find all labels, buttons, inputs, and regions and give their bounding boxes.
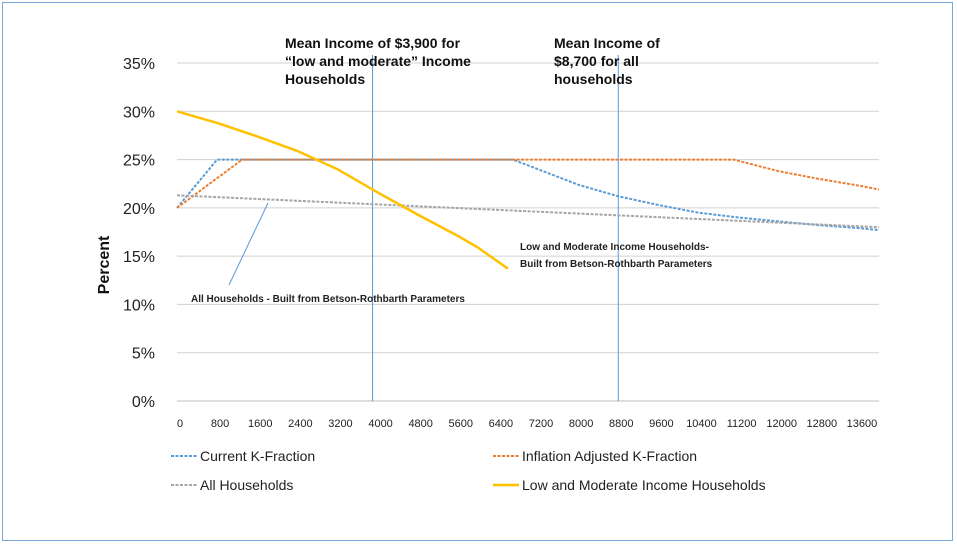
annotation-line: $8,700 for all (554, 53, 639, 69)
annotation-line: All Households - Built from Betson-Rothb… (191, 294, 465, 305)
annotation-low-moderate-series: Low and Moderate Income Households- Buil… (520, 242, 713, 270)
annotation-line: Low and Moderate Income Households- (520, 242, 709, 253)
y-tick-label: 5% (132, 346, 155, 363)
y-tick-label: 0% (132, 394, 155, 411)
x-tick-label: 1600 (248, 418, 272, 430)
annotation-all-households-series: All Households - Built from Betson-Rothb… (191, 202, 465, 305)
legend-label: Current K-Fraction (200, 448, 315, 464)
annotation-line: Mean Income of (554, 35, 660, 51)
series-lines (176, 110, 880, 270)
annotation-mean-income-all: Mean Income of $8,700 for all households (554, 35, 660, 87)
y-tick-label: 15% (123, 249, 155, 266)
x-tick-label: 13600 (847, 418, 878, 430)
legend-item-low-moderate: Low and Moderate Income Households (493, 477, 766, 493)
x-axis-ticks: 0 800 1600 2400 3200 4000 4800 5600 6400 7200 8000… (177, 418, 877, 430)
y-tick-label: 30% (123, 104, 155, 121)
x-tick-label: 4800 (408, 418, 432, 430)
x-tick-label: 0 (177, 418, 183, 430)
annotation-mean-income-low-moderate: Mean Income of $3,900 for “low and moder… (285, 35, 471, 87)
y-tick-label: 35% (123, 56, 155, 73)
x-tick-label: 8800 (609, 418, 633, 430)
y-tick-label: 20% (123, 201, 155, 218)
x-tick-label: 8000 (569, 418, 593, 430)
x-tick-label: 11200 (727, 418, 757, 430)
annotation-line: Households (285, 71, 365, 87)
legend-item-inflation-adjusted: Inflation Adjusted K-Fraction (493, 448, 697, 464)
legend-label: All Households (200, 477, 293, 493)
x-tick-label: 6400 (489, 418, 513, 430)
y-axis-ticks: 0% 5% 10% 15% 20% 25% 30% 35% (123, 56, 155, 411)
legend-item-all-households: All Households (171, 477, 293, 493)
x-tick-label: 5600 (449, 418, 473, 430)
x-tick-label: 9600 (649, 418, 673, 430)
x-tick-label: 4000 (368, 418, 392, 430)
x-tick-label: 2400 (288, 418, 312, 430)
y-tick-label: 10% (123, 297, 155, 314)
annotation-leader-line (228, 202, 269, 286)
series-line (176, 158, 880, 232)
x-tick-label: 7200 (529, 418, 553, 430)
x-tick-label: 3200 (328, 418, 352, 430)
x-tick-label: 10400 (686, 418, 717, 430)
legend-item-current-k-fraction: Current K-Fraction (171, 448, 315, 464)
annotation-line: Mean Income of $3,900 for (285, 35, 461, 51)
x-tick-label: 800 (211, 418, 229, 430)
legend: Current K-Fraction Inflation Adjusted K-… (171, 448, 766, 493)
line-chart: 0% 5% 10% 15% 20% 25% 30% 35% 0 800 1600 2400 3200 4… (96, 35, 880, 493)
series-line (176, 194, 880, 229)
reference-lines (372, 55, 619, 401)
annotation-line: Built from Betson-Rothbarth Parameters (520, 259, 713, 270)
y-axis-label: Percent (96, 235, 113, 294)
series-line (176, 158, 880, 209)
x-tick-label: 12800 (807, 418, 838, 430)
y-tick-label: 25% (123, 153, 155, 170)
legend-label: Low and Moderate Income Households (522, 477, 766, 493)
annotation-line: “low and moderate” Income (285, 53, 471, 69)
x-tick-label: 12000 (766, 418, 797, 430)
annotation-line: households (554, 71, 633, 87)
legend-label: Inflation Adjusted K-Fraction (522, 448, 697, 464)
gridlines (177, 62, 879, 402)
series-line (176, 110, 509, 270)
